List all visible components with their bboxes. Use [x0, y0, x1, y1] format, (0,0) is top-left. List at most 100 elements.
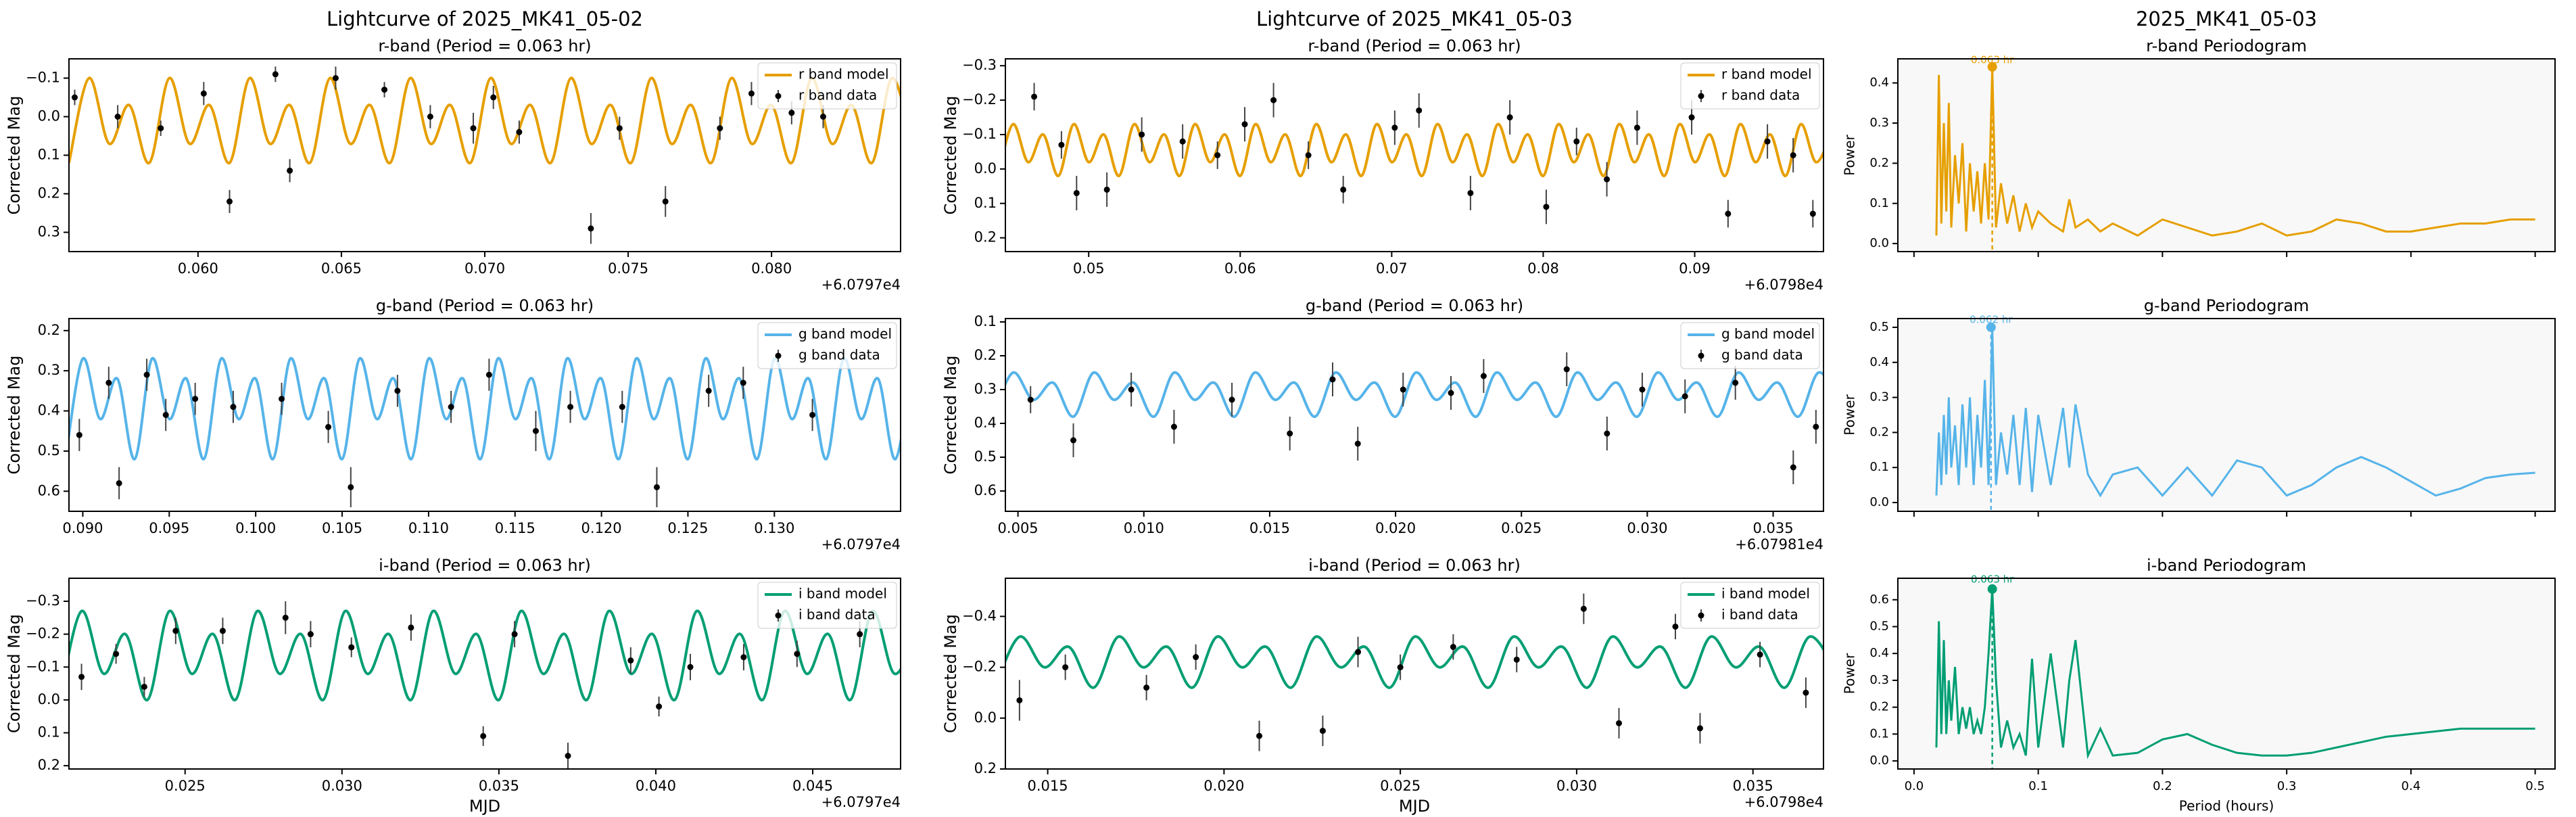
figure-title: 2025_MK41_05-03 [2136, 7, 2317, 30]
axes-frame [1005, 58, 1824, 252]
data-point [740, 654, 747, 661]
model-line [69, 609, 901, 701]
data-point [143, 371, 150, 378]
legend-label: i band model [1721, 586, 1810, 602]
y-tick-label: 0.5 [1869, 619, 1889, 633]
data-point [1506, 114, 1513, 121]
y-tick-label: 0.0 [1869, 495, 1889, 509]
y-tick-label: −0.4 [962, 607, 997, 624]
legend-label: r band data [1721, 87, 1800, 103]
data-point [1633, 124, 1640, 131]
data-point [1790, 464, 1796, 471]
y-tick-label: 0.3 [1869, 673, 1889, 687]
data-point [1027, 396, 1034, 403]
data-point [408, 624, 414, 631]
data-point [1563, 366, 1570, 373]
data-point [532, 427, 539, 434]
plot-background [1898, 319, 2555, 511]
legend-label: g band data [1721, 347, 1803, 363]
legend-label: g band data [798, 347, 880, 363]
legend-label: r band model [1721, 66, 1812, 83]
x-tick-label: 0.025 [1380, 778, 1421, 794]
subplot-title: r-band (Period = 0.063 hr) [1308, 37, 1521, 55]
data-point [279, 396, 285, 402]
y-tick-label: 0.6 [974, 482, 997, 498]
data-point [162, 412, 169, 418]
data-point [717, 125, 723, 132]
y-tick-label: 0.4 [974, 415, 997, 431]
legend-label: r band data [798, 87, 877, 103]
x-tick-label: 0.05 [1073, 260, 1105, 277]
subplot-title: i-band (Period = 0.063 hr) [379, 556, 591, 575]
subplot-title: r-band (Period = 0.063 hr) [378, 37, 591, 55]
y-tick-label: 0.4 [38, 402, 60, 419]
axes-frame [1897, 58, 2556, 252]
data-point [619, 404, 625, 411]
x-tick-label: 0.090 [62, 520, 103, 536]
periodogram-line [1935, 66, 2535, 237]
y-tick-label: 0.5 [1869, 320, 1889, 334]
model-line [1005, 122, 1823, 178]
axes-frame [68, 578, 901, 770]
x-tick-label: 0.100 [235, 520, 276, 536]
data-point [1193, 654, 1199, 661]
peak-label: 0.063 hr [1971, 54, 2014, 66]
legend-box [1680, 582, 1820, 629]
data-point [662, 198, 669, 205]
peak-marker [1987, 62, 1997, 72]
data-point [394, 388, 401, 394]
x-tick-label: 0.035 [1752, 520, 1793, 536]
x-tick-label: 0.030 [1556, 778, 1597, 794]
y-tick-label: 0.3 [1869, 116, 1889, 130]
subplot: 0.025 0.030 0.035 0.040 0.045 0.2 0.1 0.0 −0.1 −0… [5, 556, 901, 816]
x-tick-label: 0.035 [479, 778, 519, 794]
legend-label: g band model [1721, 326, 1815, 342]
legend-box [757, 62, 897, 110]
data-point [1270, 97, 1277, 103]
legend-label: g band model [798, 326, 892, 342]
y-tick-label: 0.3 [974, 381, 997, 397]
data-point [71, 94, 78, 101]
y-tick-label: 0.2 [1869, 425, 1889, 439]
y-tick-label: 0.6 [1869, 592, 1889, 607]
data-point [857, 631, 863, 638]
data-point [1139, 131, 1145, 138]
y-tick-label: 0.2 [38, 322, 60, 338]
data-point [1639, 386, 1646, 393]
data-point [1287, 430, 1293, 437]
data-point [1355, 649, 1362, 655]
y-tick-label: 0.2 [38, 757, 60, 773]
y-tick-label: 0.1 [974, 195, 997, 211]
x-tick-label: 0.040 [636, 778, 676, 794]
axes-frame [68, 318, 901, 512]
data-point [490, 94, 497, 101]
x-tick-label: 0.025 [1501, 520, 1542, 536]
data-point [1062, 664, 1069, 671]
x-tick-label: 0.015 [1249, 520, 1290, 536]
figure-title: Lightcurve of 2025_MK41_05-03 [1256, 7, 1573, 30]
data-point [332, 75, 339, 81]
data-point [230, 404, 237, 411]
x-tick-label: 0.095 [149, 520, 189, 536]
y-axis-label: Corrected Mag [5, 614, 24, 733]
y-tick-label: 0.6 [38, 482, 60, 498]
x-tick-label: 0.030 [322, 778, 362, 794]
data-point [1391, 124, 1398, 131]
y-tick-label: 0.1 [38, 724, 60, 741]
data-point [1397, 664, 1404, 671]
data-point [1103, 186, 1110, 193]
peak-marker [1986, 322, 1996, 332]
axes-frame [1005, 318, 1824, 512]
model-line [1005, 371, 1823, 418]
data-point [1616, 720, 1622, 726]
subplot-title: g-band (Period = 0.063 hr) [376, 296, 594, 315]
subplot: 0.05 0.06 0.07 0.08 0.09 0.2 0.1 0.0 −0.1 −0.2 −0.… [941, 37, 1824, 293]
y-tick-label: 0.4 [1869, 355, 1889, 369]
y-tick-label: 0.0 [974, 160, 997, 177]
x-offset-label: +6.0798e4 [1744, 794, 1823, 810]
subplot: 0.005 0.010 0.015 0.020 0.025 0.030 0.035 0.1 0.… [941, 296, 1824, 553]
y-tick-label: 0.4 [1869, 76, 1889, 90]
subplot: 0.060 0.065 0.070 0.075 0.080 −0.1 0.0 0.1 0.2 0.… [5, 37, 901, 293]
peak-label: 0.062 hr [1970, 314, 2013, 326]
x-tick-label: 0.080 [751, 260, 792, 277]
